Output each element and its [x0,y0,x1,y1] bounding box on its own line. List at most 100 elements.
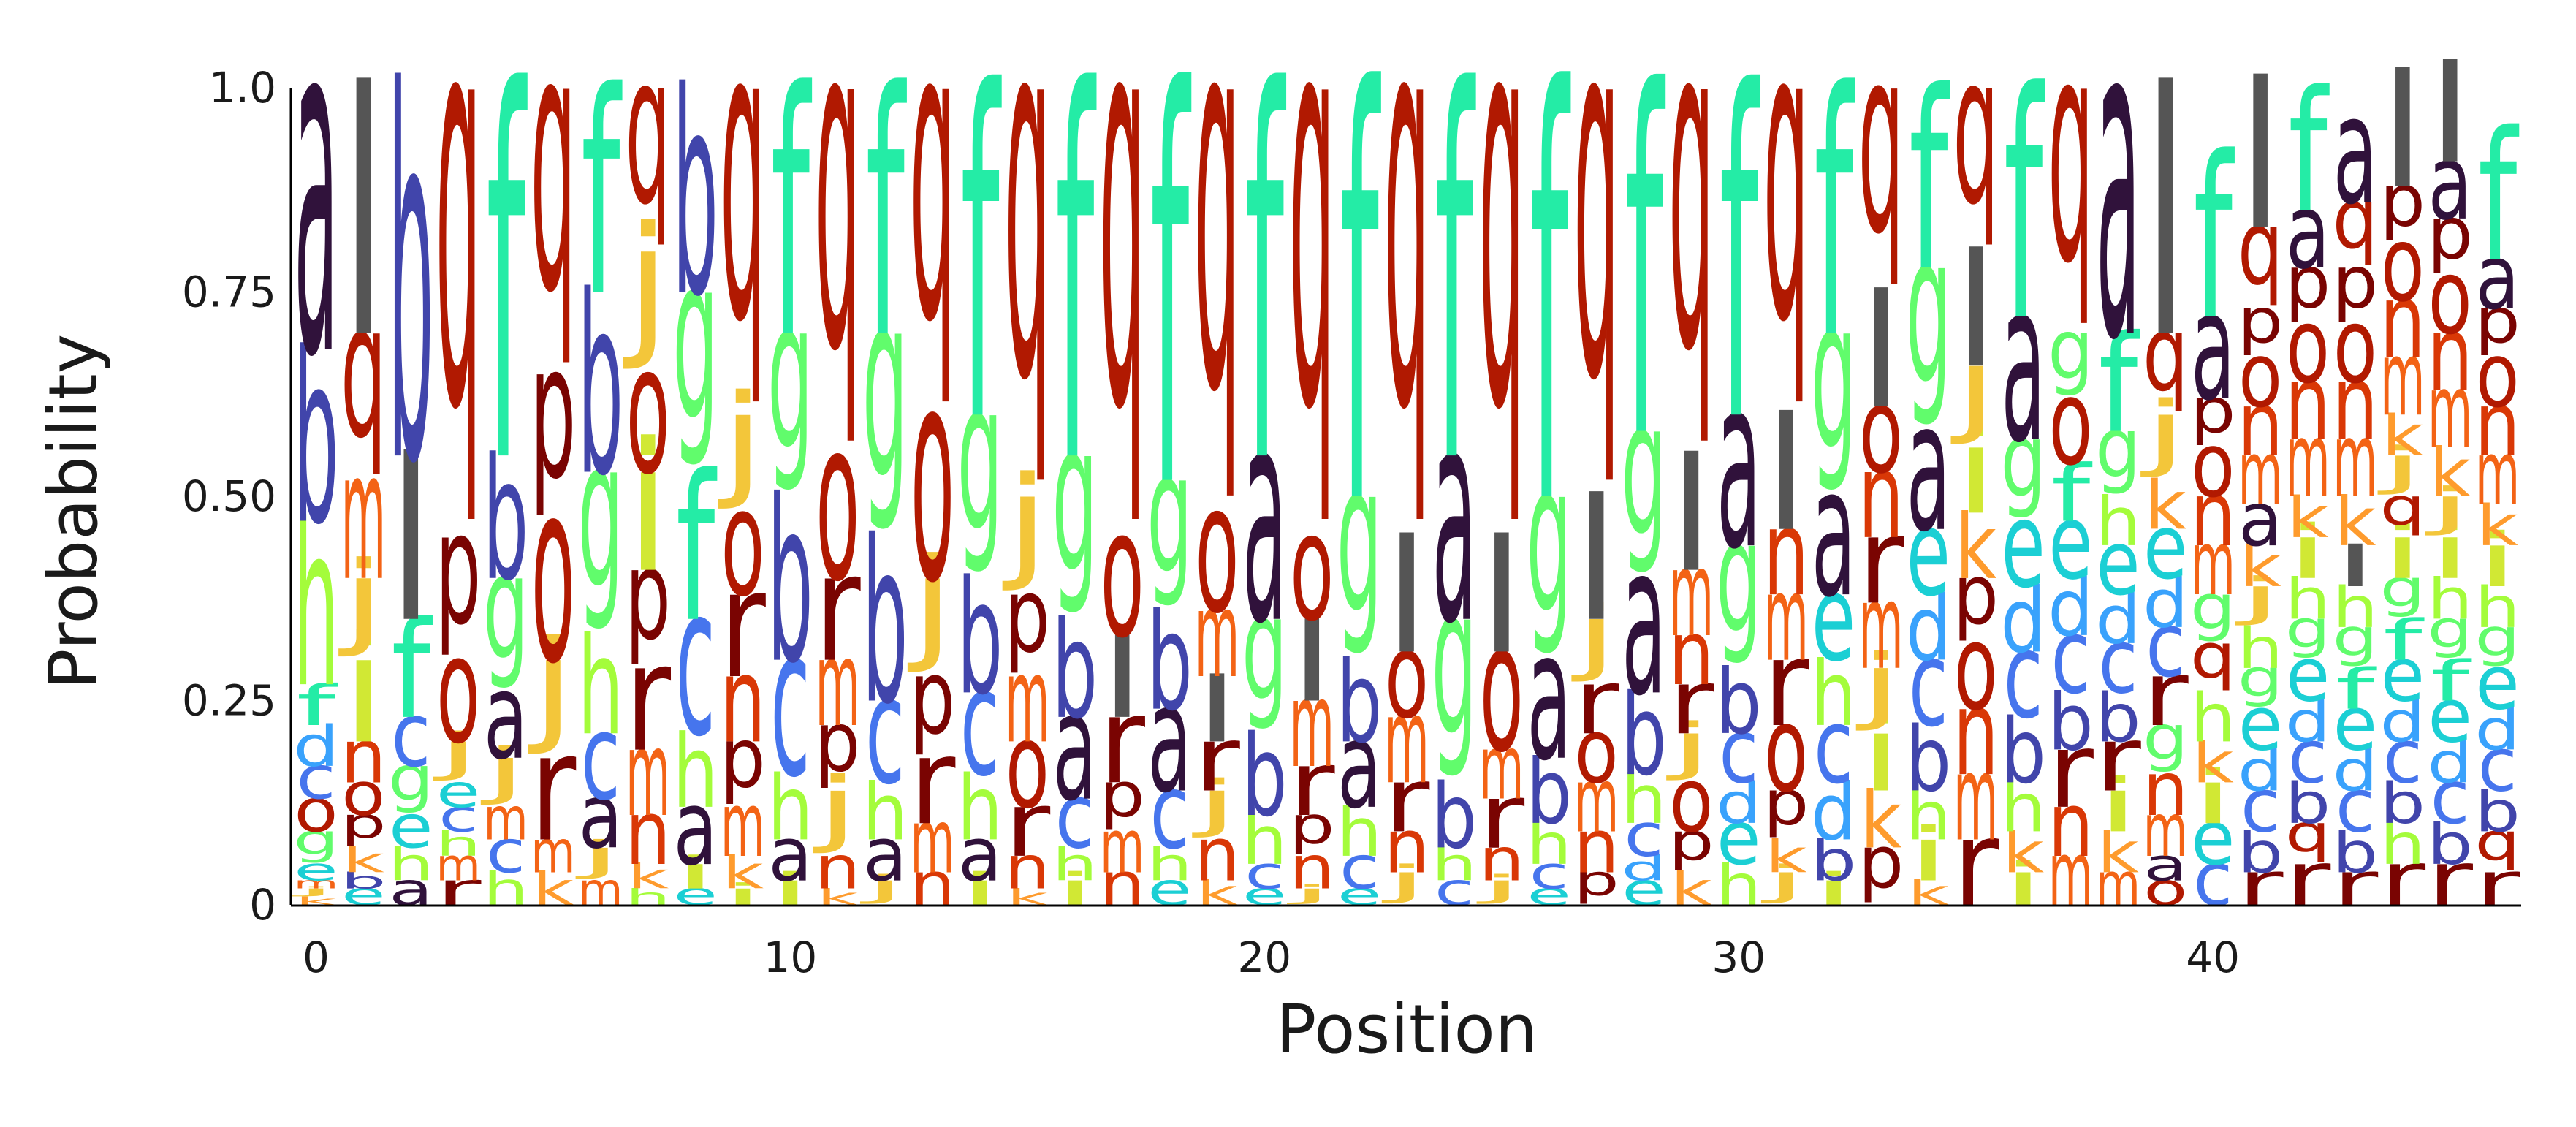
logo-letter: e [1907,484,1951,623]
logo-letter: c [1624,801,1663,870]
logo-letter: h [483,864,528,916]
logo-letter: n [1005,834,1050,903]
logo-letter: b [1811,828,1856,893]
y-tick-label: 1.0 [209,63,276,113]
logo-letter: p [531,303,576,520]
logo-letter: j [291,884,338,896]
logo-letter: h [767,757,813,861]
logo-letter: a [2001,233,2045,492]
logo-letter: n [2190,463,2235,567]
logo-letter: r [1953,795,1999,933]
logo-letter: l [2143,21,2188,412]
logo-letter: g [1147,418,1192,610]
logo-letter: g [862,236,908,536]
logo-letter: p [2427,191,2472,276]
logo-letter: o [1101,469,1144,678]
logo-letter: d [2238,738,2283,803]
logo-letter: p [2333,240,2378,325]
logo-letter: f [676,432,718,667]
logo-letter: f [1055,0,1097,574]
logo-letter: l [1385,506,1429,688]
logo-letter: l [1859,261,1904,444]
logo-letter: n [1289,834,1334,903]
logo-letter: a [768,811,812,898]
logo-letter: b [1052,592,1098,748]
logo-letter: h [1906,778,1951,856]
logo-letter: k [2334,484,2376,561]
logo-letter: m [626,706,670,844]
logo-letter: g [1337,418,1382,659]
logo-letter: l [2333,534,2378,600]
logo-letter: h [2427,566,2472,631]
logo-letter: e [389,793,433,862]
logo-letter: g [2000,400,2045,520]
logo-letter: n [2427,293,2472,414]
logo-letter: o [816,373,859,631]
logo-letter: b [388,0,433,575]
logo-letter: h [1052,839,1098,891]
logo-letter: h [2333,575,2378,640]
x-tick-label: 40 [2186,933,2240,982]
logo-letter: j [2140,383,2188,479]
logo-letter: h [2095,484,2140,561]
logo-letter: j [1287,881,1334,905]
x-tick-label: 20 [1237,933,1291,982]
logo-letter: l [1290,597,1334,727]
logo-letter: k [295,895,337,908]
logo-letter: k [2097,820,2139,885]
logo-letter: e [436,766,481,818]
logo-letter: i [1859,694,1904,815]
logo-letter: m [2380,318,2425,439]
logo-letter: d [2427,730,2472,795]
logo-letter: f [1625,0,1666,542]
logo-letter: o [2143,864,2187,916]
logo-letter: d [1716,771,1761,836]
logo-letter: h [1716,853,1761,918]
logo-letter: g [578,393,623,634]
logo-letter: o [1290,481,1334,654]
logo-letter: f [486,0,528,574]
logo-letter: h [1242,802,1287,880]
y-tick-label: 0.25 [182,676,276,726]
logo-letter: f [2431,649,2472,714]
logo-letter: e [294,853,338,888]
logo-letter: i [2475,517,2520,604]
logo-letter: q [815,0,860,454]
logo-letter: o [1385,607,1429,745]
logo-letter: r [2474,850,2521,919]
logo-letter: k [2002,820,2044,885]
logo-letter: j [718,368,765,512]
logo-letter: p [1289,796,1334,857]
logo-letter: i [2096,763,2140,849]
logo-letter: n [2238,373,2283,477]
logo-letter: f [1150,0,1192,607]
logo-letter: c [2336,762,2375,849]
logo-letter: i [1052,864,1097,916]
logo-letter: g [2190,571,2235,643]
logo-letter: j [1855,637,1904,733]
logo-letter: f [2383,608,2425,673]
y-tick-label: 0.75 [182,267,276,317]
logo-letter: r [720,539,766,711]
logo-letter: i [673,847,718,899]
logo-letter: j [528,614,575,758]
logo-letter: k [343,841,385,880]
logo-letter: g [2095,401,2140,496]
logo-letter: a [958,811,1002,898]
logo-letter: a [1812,428,1855,637]
logo-letter: c [865,645,905,818]
logo-letter: r [625,612,671,785]
logo-letter: r [1478,765,1524,869]
logo-letter: r [815,523,861,695]
logo-letter: h [1621,762,1666,839]
logo-letter: o [1859,361,1903,500]
logo-letter: j [1950,327,1998,447]
logo-letter: c [296,744,335,813]
logo-letter: b [578,243,623,530]
logo-letter: r [2285,836,2332,922]
logo-letter: r [2143,642,2189,746]
logo-letter: a [1622,500,1665,742]
logo-letter: e [2428,672,2472,759]
logo-letter: i [1812,864,1856,916]
logo-letter: o [1669,749,1713,853]
